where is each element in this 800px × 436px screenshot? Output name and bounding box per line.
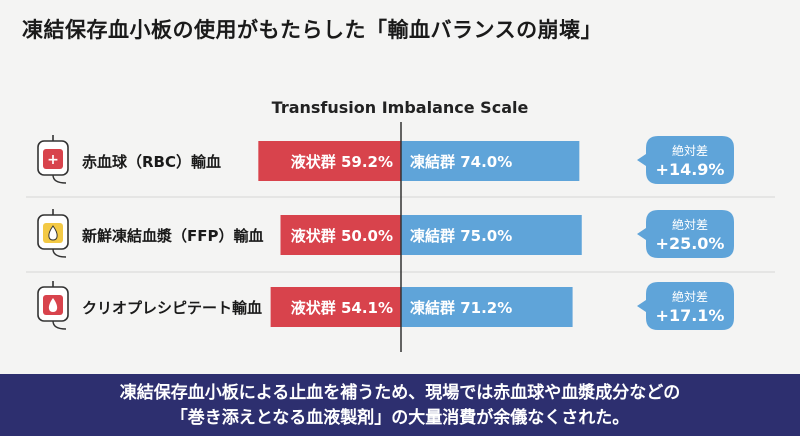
chart-title: Transfusion Imbalance Scale (271, 98, 529, 117)
page-title: 凍結保存血小板の使用がもたらした「輸血バランスの崩壊」 (22, 18, 603, 42)
footer-line-1: 凍結保存血小板による止血を補うため、現場では赤血球や血漿成分などの (119, 383, 681, 403)
icon-tube (52, 248, 67, 258)
bar-frozen (401, 215, 582, 255)
footer-banner: 凍結保存血小板による止血を補うため、現場では赤血球や血漿成分などの 「巻き添えと… (0, 374, 800, 436)
difference-value: +14.9% (656, 160, 725, 179)
difference-label: 絶対差 (672, 217, 708, 232)
category-label: 新鮮凍結血漿（FFP）輸血 (82, 227, 264, 245)
icon-fill (43, 149, 63, 169)
bar-frozen-label: 凍結群 71.2% (410, 299, 512, 317)
difference-value: +17.1% (656, 306, 725, 325)
bar-liquid-label: 液状群 50.0% (291, 227, 393, 245)
difference-callout (637, 136, 734, 184)
bar-frozen-label: 凍結群 74.0% (410, 153, 512, 171)
icon-droplet (48, 225, 58, 241)
footer-line-2: 「巻き添えとなる血液製剤」の大量消費が余儀なくされた。 (170, 408, 630, 428)
bar-frozen (401, 287, 573, 327)
bar-liquid (270, 287, 401, 327)
bar-liquid-label: 液状群 54.1% (291, 299, 393, 317)
difference-callout (637, 210, 734, 258)
bar-liquid (258, 141, 401, 181)
category-label: クリオプレシピテート輸血 (82, 299, 262, 317)
icon-droplet (48, 298, 58, 312)
icon-tube (52, 320, 67, 330)
difference-value: +25.0% (656, 234, 725, 253)
bar-liquid-label: 液状群 59.2% (291, 153, 393, 171)
bar-frozen-label: 凍結群 75.0% (410, 227, 512, 245)
bar-liquid (280, 215, 401, 255)
difference-label: 絶対差 (672, 289, 708, 304)
category-label: 赤血球（RBC）輸血 (82, 153, 221, 171)
icon-plus: + (47, 152, 59, 168)
bar-frozen (401, 141, 580, 181)
difference-label: 絶対差 (672, 143, 708, 158)
imbalance-chart: + 赤血球（RBC）輸血 液状群 59.2% 凍結群 74.0% 絶対差 +14.9% 新鮮… (26, 122, 775, 352)
icon-tube (52, 174, 67, 184)
difference-callout (637, 282, 734, 330)
